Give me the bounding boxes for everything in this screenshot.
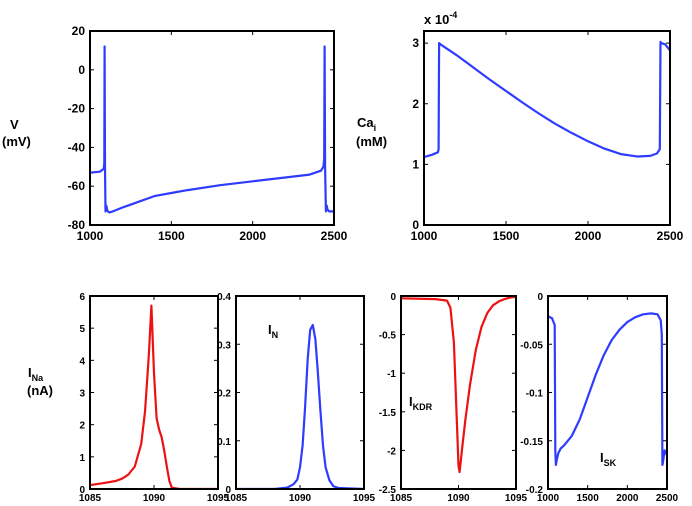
y-tick-label: 0.2 [217, 389, 231, 400]
y-tick-label: 0 [79, 485, 85, 496]
x-tick-label: 1095 [353, 493, 376, 504]
y-tick-label: 2 [79, 421, 85, 432]
series-label-in: IN [268, 322, 278, 340]
chart-calcium: 1000 1500 2000 2500 0 1 2 3 [411, 30, 684, 243]
y-tick-label: 6 [79, 292, 85, 303]
series-label-ikdr: IKDR [409, 394, 433, 412]
y-tick-label: 0 [412, 218, 419, 232]
x-tick-label: 1095 [207, 493, 230, 504]
y-tick-label: 3 [412, 36, 419, 50]
series-line-ina [90, 304, 218, 489]
y-tick-label: -0.5 [379, 331, 397, 342]
chart-in: 1085 1090 1095 0 0.1 0.2 0.3 0.4 [217, 292, 375, 504]
x-tick-label: 2000 [239, 229, 266, 243]
y-tick-label: -2 [387, 446, 396, 457]
y-tick-label: 20 [72, 24, 86, 38]
y-tick-label: 4 [79, 356, 85, 367]
y-axis-label: INa [28, 365, 44, 383]
y-axis-exponent: x 10-4 [424, 10, 457, 27]
y-tick-label: -0.15 [520, 437, 543, 448]
y-tick-label: 1 [412, 157, 419, 171]
series-line-isk [548, 312, 667, 466]
y-tick-label: 0.3 [217, 340, 231, 351]
x-tick-label: 1500 [577, 493, 600, 504]
y-tick-label: -80 [68, 218, 86, 232]
y-tick-label: 5 [79, 324, 85, 335]
y-axis-unit: (mV) [2, 134, 31, 149]
x-tick-label: 2500 [656, 493, 679, 504]
series-line-calcium [424, 40, 670, 159]
y-tick-label: -1.5 [379, 408, 397, 419]
series-line-ikdr [401, 296, 516, 474]
y-tick-label: 1 [79, 453, 85, 464]
axes-frame-ina [89, 295, 219, 490]
y-tick-label: -0.1 [526, 389, 544, 400]
series-line-in [236, 323, 364, 489]
y-tick-label: 0.4 [217, 292, 231, 303]
y-tick-label: 3 [79, 389, 85, 400]
x-tick-label: 1090 [143, 493, 166, 504]
x-tick-label: 1085 [225, 493, 248, 504]
x-tick-label: 1085 [79, 493, 102, 504]
x-tick-label: 1085 [390, 493, 413, 504]
y-tick-label: -1 [387, 369, 396, 380]
y-tick-label: -0.2 [526, 485, 544, 496]
axes-frame-calcium [423, 30, 671, 226]
y-axis-label: Cai [357, 115, 376, 133]
chart-voltage: 1000 1500 2000 2500 -80 -60 -40 -20 0 20 [68, 24, 348, 243]
series-line-voltage [90, 45, 334, 214]
y-tick-label: -2.5 [379, 485, 397, 496]
y-tick-label: -0.05 [520, 340, 543, 351]
x-tick-label: 1500 [158, 229, 185, 243]
y-axis-unit: (nA) [27, 383, 53, 398]
x-tick-label: 1090 [447, 493, 470, 504]
y-tick-label: 2 [412, 97, 419, 111]
x-tick-label: 1000 [77, 229, 104, 243]
chart-isk: 1000 1500 2000 2500 -0.2 -0.15 -0.1 -0.05 0 [520, 292, 678, 504]
x-tick-label: 2500 [657, 229, 684, 243]
x-tick-label: 1090 [289, 493, 312, 504]
x-tick-label: 1000 [411, 229, 438, 243]
chart-ikdr: 1085 1090 1095 -2.5 -2 -1.5 -1 -0.5 0 [379, 292, 528, 504]
y-tick-label: 0 [225, 485, 231, 496]
axes-frame-voltage [89, 30, 335, 226]
series-label-isk: ISK [600, 450, 617, 468]
y-tick-label: 0 [78, 63, 85, 77]
y-tick-label: -60 [68, 179, 86, 193]
y-axis-unit: (mM) [356, 134, 387, 149]
x-tick-label: 2000 [616, 493, 639, 504]
x-tick-label: 1500 [493, 229, 520, 243]
x-tick-label: 2000 [575, 229, 602, 243]
x-tick-label: 1000 [537, 493, 560, 504]
y-tick-label: -40 [68, 140, 86, 154]
y-tick-label: 0 [390, 292, 396, 303]
y-axis-label: V [10, 117, 19, 132]
x-tick-label: 2500 [321, 229, 348, 243]
y-tick-label: 0.1 [217, 437, 231, 448]
y-tick-label: -20 [68, 102, 86, 116]
x-tick-label: 1095 [505, 493, 528, 504]
y-tick-label: 0 [537, 292, 543, 303]
